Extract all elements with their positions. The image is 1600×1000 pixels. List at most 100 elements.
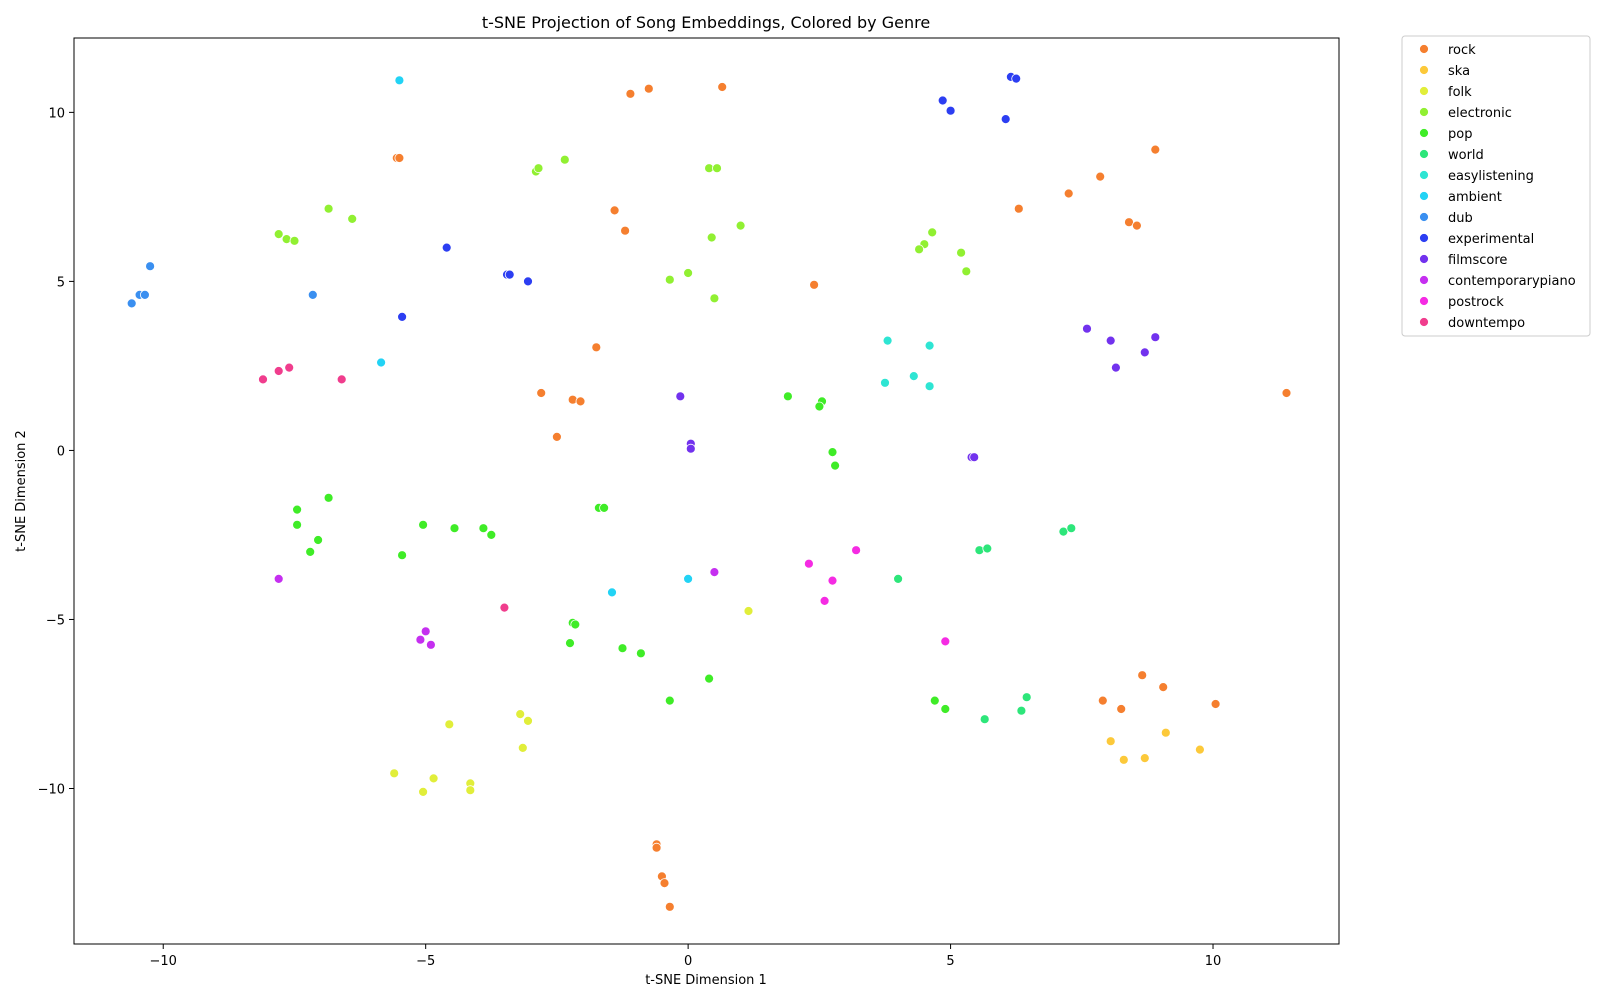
point-pop-11 — [599, 502, 609, 513]
legend-label-ska: ska — [1448, 64, 1470, 79]
point-contemporarypiano-3 — [415, 634, 426, 645]
point-pop-6 — [397, 550, 408, 561]
point-dub-3 — [126, 298, 137, 309]
legend-label-world: world — [1448, 148, 1484, 163]
point-folk-4 — [517, 743, 528, 753]
point-downtempo-4 — [499, 602, 510, 613]
point-rock-11 — [552, 431, 562, 442]
point-filmscore-5 — [1082, 323, 1092, 334]
point-downtempo-3 — [336, 374, 347, 385]
legend-label-filmscore: filmscore — [1448, 253, 1507, 268]
legend-marker-ska — [1419, 65, 1429, 75]
point-rock-20 — [1137, 670, 1148, 681]
point-electronic-19 — [961, 266, 972, 277]
x-tick-label-4: 10 — [1205, 954, 1222, 969]
point-pop-4 — [305, 547, 316, 557]
legend-label-experimental: experimental — [1448, 232, 1534, 247]
point-pop-19 — [783, 391, 793, 402]
legend-marker-dub — [1419, 212, 1429, 222]
point-folk-7 — [418, 787, 429, 797]
y-tick-label-2: 0 — [57, 444, 65, 459]
legend-marker-postrock — [1419, 296, 1429, 306]
point-rock-19 — [1281, 388, 1292, 398]
point-electronic-11 — [706, 232, 717, 243]
point-downtempo-0 — [258, 374, 268, 385]
point-world-0 — [893, 574, 903, 584]
legend-label-pop: pop — [1448, 127, 1472, 142]
point-world-1 — [974, 545, 985, 556]
point-pop-16 — [636, 648, 646, 659]
point-electronic-12 — [664, 274, 675, 285]
point-rock-21 — [1158, 682, 1169, 692]
point-world-2 — [982, 543, 993, 554]
legend-label-folk: folk — [1448, 85, 1472, 100]
point-rock-1 — [394, 153, 405, 163]
point-rock-28 — [659, 878, 670, 888]
point-filmscore-2 — [685, 443, 696, 454]
point-easylistening-4 — [924, 381, 935, 392]
point-rock-15 — [1095, 171, 1106, 182]
point-postrock-1 — [804, 558, 814, 569]
point-rock-13 — [1013, 203, 1024, 214]
point-electronic-15 — [927, 227, 938, 238]
point-folk-0 — [743, 606, 754, 616]
point-electronic-4 — [347, 213, 358, 224]
point-electronic-2 — [289, 235, 300, 246]
chart-title: t-SNE Projection of Song Embeddings, Col… — [482, 13, 930, 32]
y-tick-label-4: 10 — [48, 106, 65, 121]
point-rock-22 — [1097, 695, 1108, 706]
legend-label-electronic: electronic — [1448, 106, 1512, 121]
point-folk-3 — [523, 716, 533, 726]
y-tick-label-3: 5 — [57, 275, 65, 290]
point-pop-1 — [292, 519, 303, 530]
x-tick-label-2: 0 — [684, 954, 692, 969]
x-tick-label-1: −5 — [416, 954, 435, 969]
point-easylistening-3 — [880, 377, 890, 388]
point-ambient-1 — [376, 357, 387, 368]
point-electronic-17 — [914, 244, 924, 255]
legend-label-downtempo: downtempo — [1448, 316, 1525, 331]
legend-marker-contemporarypiano — [1419, 275, 1429, 285]
point-pop-0 — [292, 504, 303, 515]
y-tick-label-0: −10 — [38, 782, 65, 797]
point-electronic-13 — [683, 268, 693, 278]
point-pop-22 — [827, 447, 838, 458]
point-world-7 — [1021, 692, 1032, 703]
point-ambient-3 — [683, 574, 693, 584]
legend-marker-folk — [1419, 86, 1429, 96]
point-pop-17 — [664, 695, 675, 706]
point-electronic-14 — [709, 293, 720, 304]
x-tick-label-3: 5 — [946, 954, 954, 969]
legend-marker-pop — [1419, 128, 1429, 138]
point-rock-10 — [575, 396, 586, 407]
legend-label-easylistening: easylistening — [1448, 169, 1534, 184]
legend-marker-ambient — [1419, 191, 1429, 201]
point-experimental-8 — [523, 276, 533, 287]
y-tick-label-1: −5 — [46, 613, 65, 628]
point-pop-24 — [929, 695, 940, 706]
point-contemporarypiano-2 — [420, 626, 431, 637]
point-dub-2 — [139, 289, 150, 300]
point-electronic-3 — [323, 203, 334, 214]
point-rock-23 — [1116, 704, 1127, 714]
point-folk-1 — [444, 719, 455, 730]
point-easylistening-1 — [924, 340, 935, 351]
point-contemporarypiano-0 — [273, 574, 284, 584]
point-rock-29 — [664, 901, 675, 912]
point-folk-2 — [515, 709, 526, 719]
point-rock-8 — [536, 388, 547, 398]
point-rock-24 — [1210, 699, 1221, 709]
point-filmscore-6 — [1105, 335, 1116, 346]
point-downtempo-1 — [273, 366, 284, 376]
point-rock-5 — [609, 205, 620, 216]
point-pop-5 — [418, 519, 429, 530]
point-experimental-2 — [937, 95, 948, 106]
point-pop-18 — [704, 673, 714, 684]
point-electronic-9 — [712, 163, 722, 174]
point-ska-0 — [1105, 736, 1116, 747]
point-rock-6 — [620, 225, 630, 236]
point-pop-7 — [449, 523, 460, 534]
legend-marker-downtempo — [1419, 317, 1429, 327]
point-world-5 — [979, 714, 990, 725]
